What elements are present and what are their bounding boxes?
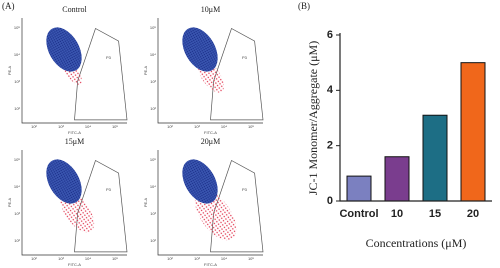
y-tick-label: 10² — [150, 238, 156, 243]
axis — [157, 18, 263, 124]
x-tick-label: 10⁵ — [248, 256, 254, 261]
y-tick-label: 10³ — [150, 211, 156, 216]
y-tick-label: 10⁵ — [14, 157, 20, 162]
y-tick-label: 10⁵ — [150, 25, 156, 30]
y-tick-label: 10³ — [14, 211, 20, 216]
x-tick-label: 10² — [167, 256, 173, 261]
panel-label: (B) — [298, 1, 310, 11]
x-tick-label: 10⁵ — [112, 124, 118, 129]
x-axis-label: FITC-A — [68, 262, 81, 267]
axis — [21, 150, 127, 256]
y-tick-label: 2 — [327, 140, 333, 152]
y-tick-label: 10³ — [14, 79, 20, 84]
plot-title: Control — [62, 5, 87, 14]
x-tick-label: 10² — [31, 256, 37, 261]
x-tick-label: 10⁵ — [248, 124, 254, 129]
x-tick-label: 10⁴ — [85, 124, 91, 129]
x-tick-label: Control — [339, 208, 378, 220]
y-axis-label: JC-1 Monomer/Aggregate (μM) — [306, 41, 320, 195]
y-tick-label: 10³ — [150, 79, 156, 84]
gate-label: P3 — [106, 55, 112, 60]
bar — [384, 156, 410, 202]
x-tick-label: 20 — [467, 208, 479, 220]
y-tick-label: 10⁴ — [14, 184, 20, 189]
y-tick-label: 10⁵ — [150, 157, 156, 162]
axis — [21, 18, 127, 124]
bar — [460, 62, 486, 202]
y-tick-label: 0 — [327, 195, 333, 207]
x-tick-label: 10³ — [194, 124, 200, 129]
x-axis-label: FITC-A — [204, 130, 217, 135]
plot-title: 20μM — [201, 137, 220, 146]
x-tick-label: 10² — [167, 124, 173, 129]
x-tick-label: 10⁵ — [112, 256, 118, 261]
x-axis-label: FITC-A — [68, 130, 81, 135]
x-tick-label: 10² — [31, 124, 37, 129]
y-tick-label: 6 — [327, 29, 333, 41]
gate — [74, 27, 128, 121]
axis — [157, 150, 263, 256]
y-axis-label: PE-A — [143, 66, 148, 76]
gate-label: P3 — [106, 187, 112, 192]
bar — [346, 175, 372, 202]
blue-population — [182, 27, 218, 72]
plot-title: 10μM — [201, 5, 220, 14]
blue-population — [46, 27, 82, 72]
gate-label: P3 — [242, 187, 248, 192]
y-tick-label: 4 — [327, 84, 334, 96]
y-tick-label: 10² — [150, 106, 156, 111]
y-tick-label: 10⁴ — [150, 184, 156, 189]
x-tick-label: 10⁴ — [221, 124, 227, 129]
x-axis-label: Concentrations (μM) — [366, 236, 467, 250]
x-tick-label: 10³ — [58, 124, 64, 129]
x-tick-label: 15 — [429, 208, 441, 220]
y-tick-label: 10² — [14, 238, 20, 243]
blue-population — [182, 159, 218, 204]
x-tick-label: 10⁴ — [85, 256, 91, 261]
axis — [339, 33, 492, 202]
gate-label: P3 — [242, 55, 248, 60]
x-tick-label: 10³ — [194, 256, 200, 261]
x-tick-label: 10³ — [58, 256, 64, 261]
y-axis-label: PE-A — [143, 198, 148, 208]
x-axis-label: FITC-A — [204, 262, 217, 267]
y-tick-label: 10⁴ — [150, 52, 156, 57]
x-tick-label: 10⁴ — [221, 256, 227, 261]
bar — [422, 114, 448, 202]
y-axis-label: PE-A — [7, 66, 12, 76]
y-tick-label: 10² — [14, 106, 20, 111]
panel-label: (A) — [2, 1, 15, 11]
plot-title: 15μM — [65, 137, 84, 146]
y-tick-label: 10⁵ — [14, 25, 20, 30]
x-tick-label: 10 — [391, 208, 403, 220]
blue-population — [46, 159, 82, 204]
y-tick-label: 10⁴ — [14, 52, 20, 57]
y-axis-label: PE-A — [7, 198, 12, 208]
